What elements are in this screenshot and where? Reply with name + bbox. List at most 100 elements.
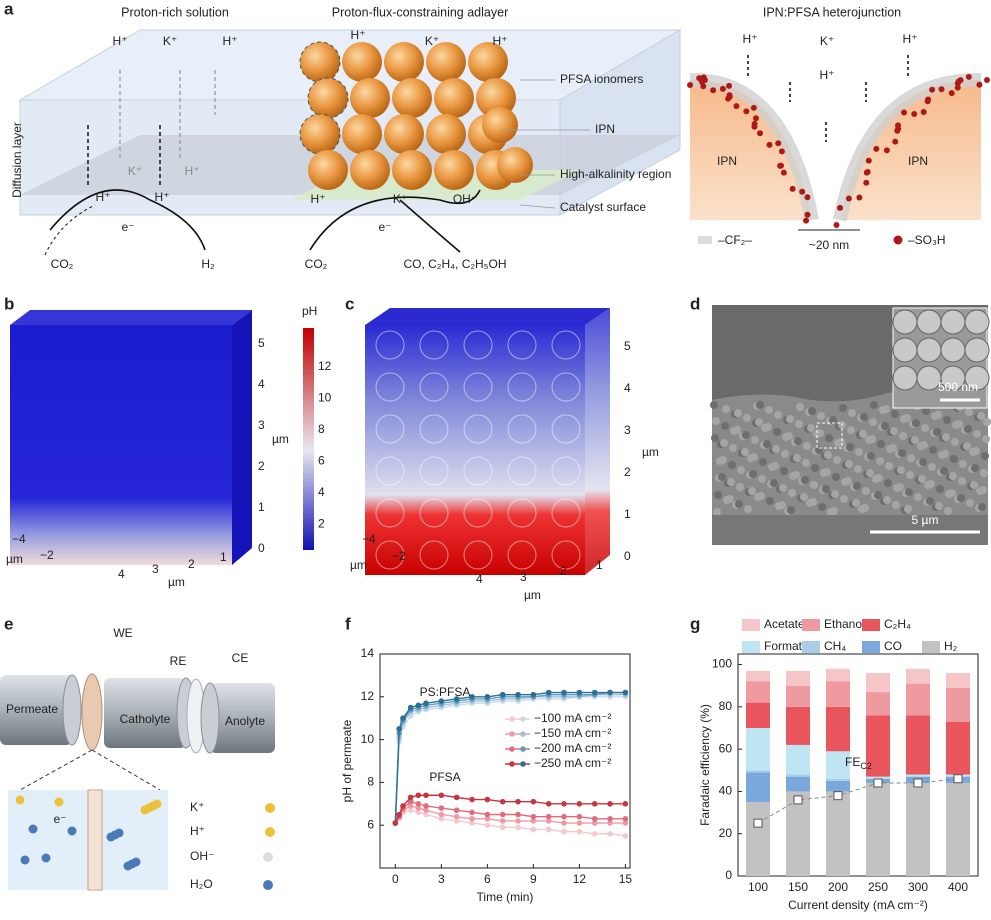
bar-segment: [826, 706, 850, 752]
grain: [733, 426, 741, 434]
ion: H⁺: [493, 34, 508, 48]
grain: [983, 418, 991, 426]
legend-swatch: [802, 619, 820, 631]
sphere: [308, 150, 348, 190]
grain: [781, 450, 789, 458]
scale-label: ~20 nm: [809, 238, 849, 252]
legend-label: CH₄: [824, 639, 846, 653]
ion: K⁺: [820, 34, 834, 48]
grain: [926, 497, 934, 505]
legend-swatch: [893, 235, 903, 245]
legend-marker: [509, 746, 515, 752]
grain: [811, 464, 819, 472]
grain: [840, 495, 848, 503]
grain: [966, 499, 974, 507]
x-tick-label: −4: [12, 532, 26, 546]
grain: [786, 415, 794, 423]
grain: [825, 434, 833, 442]
x-axis-title: Time (min): [477, 890, 534, 904]
sulfonate: [873, 145, 880, 152]
lattice-cell: [551, 372, 581, 402]
x-tick-label: 250: [868, 880, 888, 894]
grain: [773, 428, 781, 436]
ion: K⁺: [163, 34, 177, 48]
point: [530, 813, 537, 820]
sulfonate: [856, 194, 863, 201]
lattice-cell: [463, 456, 493, 486]
legend-marker: [509, 731, 515, 737]
x-tick-label: 15: [619, 872, 633, 886]
point: [400, 715, 406, 721]
y-tick-label: 3: [152, 562, 159, 576]
grain: [929, 446, 937, 454]
point: [407, 704, 414, 711]
cell-end: [62, 674, 82, 746]
y-axis-title: Faradaic efficiency (%): [698, 704, 712, 826]
grain: [744, 505, 752, 513]
ionomer: [689, 72, 982, 222]
grain: [963, 442, 971, 450]
bar-segment: [946, 721, 970, 775]
sulfonate: [778, 148, 785, 155]
lattice-cell: [507, 372, 537, 402]
bar-segment: [746, 802, 770, 876]
grain: [965, 408, 973, 416]
lattice-cell: [375, 414, 405, 444]
point: [469, 815, 475, 822]
legend-label: Acetate: [764, 617, 805, 631]
annotation-part: C2: [860, 761, 872, 771]
grain: [950, 455, 958, 463]
grain: [891, 410, 899, 418]
grain: [971, 464, 979, 472]
bar-segment: [866, 692, 890, 716]
lattice-cell: [507, 456, 537, 486]
point: [499, 824, 506, 831]
point: [576, 828, 583, 835]
reaction-arrow: [49, 189, 206, 251]
grain: [927, 480, 935, 488]
point: [438, 698, 445, 704]
point: [396, 726, 402, 732]
grain: [907, 454, 915, 462]
grain: [839, 404, 847, 412]
z-tick-label: 4: [258, 377, 265, 391]
point: [407, 807, 414, 814]
grain: [831, 490, 839, 498]
x-tick-label: 400: [948, 880, 968, 894]
sphere: [342, 114, 382, 154]
y-tick-label: 1: [220, 550, 227, 564]
x-tick-label: −2: [392, 549, 406, 563]
colorbar-tick-label: 8: [318, 422, 325, 436]
grain: [876, 457, 884, 465]
legend-label: Formate: [764, 639, 809, 653]
lattice-cell: [419, 540, 449, 570]
legend-marker: [520, 746, 526, 752]
legend-label: CO: [884, 639, 902, 653]
grain: [736, 483, 744, 491]
sphere: [468, 42, 508, 82]
point: [423, 807, 429, 814]
grain: [980, 469, 988, 477]
point: [453, 813, 460, 820]
panel-e: WE RE CE Permeate Catholyte Anolyte e⁻ K…: [0, 626, 275, 891]
legend-swatch: [698, 236, 712, 244]
sphere: [350, 78, 390, 118]
sulfonate: [929, 86, 936, 93]
cube-front: [10, 325, 232, 565]
legend-swatch: [263, 880, 273, 890]
leader: [19, 749, 93, 791]
x-tick-label: 12: [573, 872, 587, 886]
grain: [951, 438, 959, 446]
z-tick-label: 5: [624, 339, 631, 353]
inset-spheres: [892, 309, 990, 391]
lattice-cell: [463, 540, 493, 570]
bar-segment: [826, 780, 850, 792]
ticks: 5 4 3 2 1 0 µm −4 −2 µm 4 3 2 1 µm: [350, 339, 659, 602]
axes: [379, 653, 631, 869]
grain: [800, 493, 808, 501]
grain: [837, 438, 845, 446]
point: [576, 689, 583, 696]
sulfonate: [726, 92, 733, 99]
point: [530, 798, 537, 805]
grain: [755, 418, 763, 426]
